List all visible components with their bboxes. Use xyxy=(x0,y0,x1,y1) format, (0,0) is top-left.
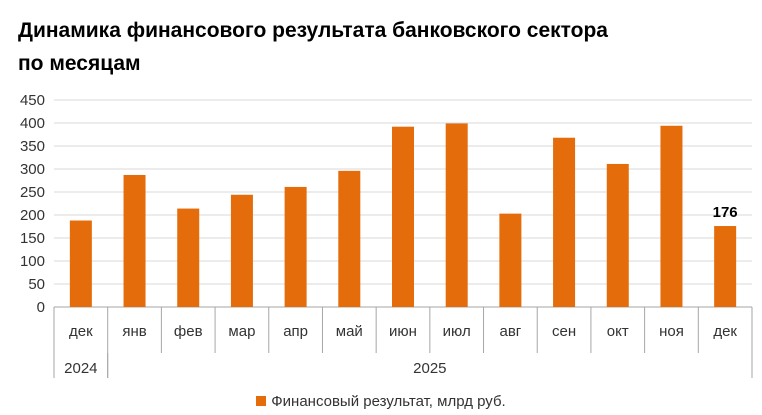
y-tick-label: 300 xyxy=(20,161,45,178)
x-tick-label: дек xyxy=(69,323,93,340)
data-label: 176 xyxy=(713,204,738,221)
bar xyxy=(69,220,92,307)
bar xyxy=(338,170,361,307)
x-tick-label: окт xyxy=(607,323,629,340)
year-label: 2025 xyxy=(413,360,446,377)
x-tick-label: фев xyxy=(174,323,203,340)
legend-swatch xyxy=(256,396,267,406)
x-tick-label: мар xyxy=(228,323,255,340)
x-tick-label: май xyxy=(336,323,363,340)
bar xyxy=(445,123,468,308)
year-label: 2024 xyxy=(64,360,97,377)
bar xyxy=(499,213,522,307)
bar xyxy=(230,194,253,307)
chart-title: Динамика финансового результата банковск… xyxy=(18,19,608,75)
y-tick-label: 350 xyxy=(20,138,45,155)
bar xyxy=(714,226,737,307)
x-tick-label: июл xyxy=(443,323,471,340)
x-tick-label: июн xyxy=(389,323,417,340)
x-tick-label: сен xyxy=(552,323,576,340)
bar xyxy=(553,137,576,307)
bar xyxy=(284,186,307,307)
bar xyxy=(177,208,200,307)
y-tick-label: 250 xyxy=(20,184,45,201)
x-tick-label: апр xyxy=(283,323,308,340)
legend-label: Финансовый результат, млрд руб. xyxy=(271,393,506,410)
bar xyxy=(660,125,683,307)
y-tick-label: 0 xyxy=(37,299,45,316)
y-tick-label: 150 xyxy=(20,230,45,247)
bar xyxy=(123,174,146,307)
y-tick-label: 100 xyxy=(20,253,45,270)
y-tick-label: 200 xyxy=(20,207,45,224)
bar xyxy=(606,163,629,307)
bar xyxy=(392,126,414,308)
y-tick-label: 400 xyxy=(20,115,45,132)
x-tick-label: авг xyxy=(499,323,521,340)
x-tick-label: дек xyxy=(713,323,737,340)
y-tick-label: 450 xyxy=(20,92,45,109)
legend: Финансовый результат, млрд руб. xyxy=(0,393,762,410)
x-tick-label: ноя xyxy=(659,323,684,340)
x-tick-label: янв xyxy=(122,323,146,340)
y-tick-label: 50 xyxy=(28,276,45,293)
